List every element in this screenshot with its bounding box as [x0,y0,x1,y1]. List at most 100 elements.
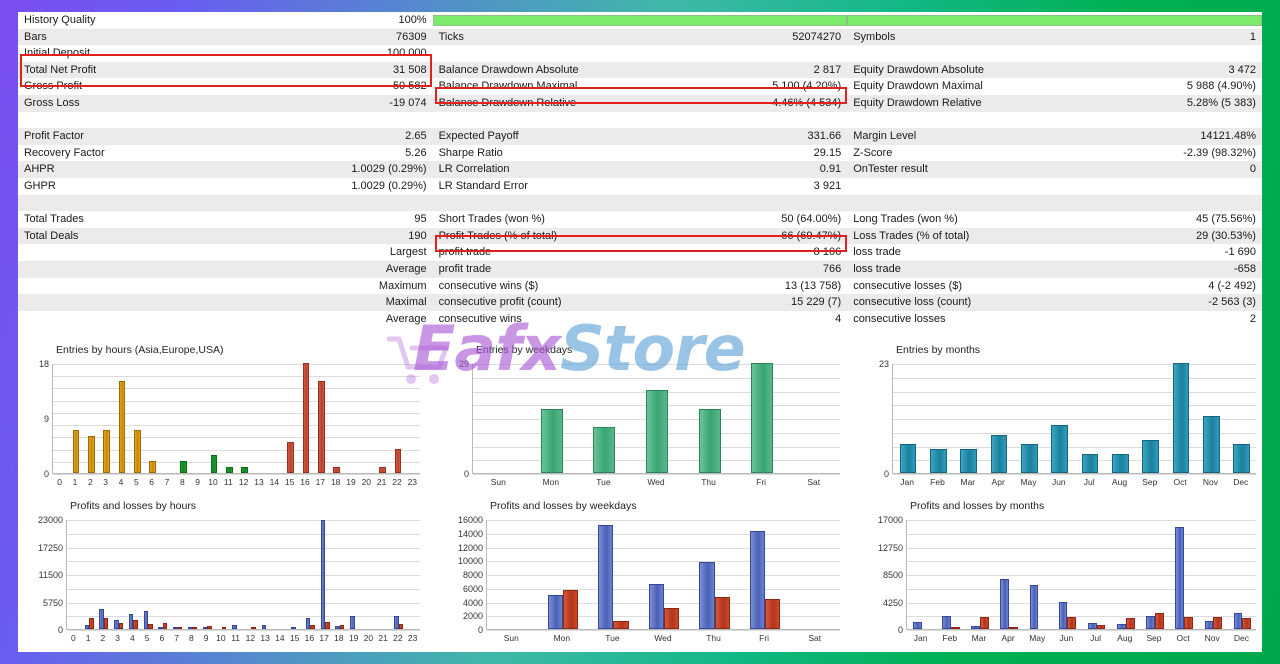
chart-profits-losses-by-hours: Profits and losses by hours 0 5750 11500 172… [26,498,426,650]
x-axis-tick: 4 [130,633,135,643]
row-value: Average [385,312,427,325]
chart-entries-by-hours: Entries by hours (Asia,Europe,USA) 0 9 18 0 1… [26,342,426,494]
row-value: 8 106 [813,246,842,259]
table-cell: consecutive loss (count) -2 563 (3) [847,294,1262,311]
bar [310,624,315,629]
x-axis-tick: Apr [1001,633,1015,643]
row-value: Average [385,262,427,275]
bar [143,610,149,629]
row-label: GHPR [24,179,56,192]
table-cell: Equity Drawdown Maximal 5 988 (4.90%) [847,78,1262,95]
gridline [473,474,840,475]
gridline [487,533,840,535]
row-label: consecutive wins ($) [438,279,539,292]
gridline [67,520,420,521]
gridline [53,461,420,463]
row-value: 5 988 (4.90%) [1186,80,1256,93]
bar [177,627,183,629]
bar [645,389,669,473]
bar [84,624,90,629]
bar [118,622,124,629]
bar [1021,444,1038,473]
x-axis-tick: Jun [1051,477,1066,487]
x-axis-tick: Mon [542,477,560,487]
bar [394,448,402,473]
gridline [893,405,1256,407]
bar [1125,618,1135,629]
y-axis-tick: 0 [883,469,889,479]
row-value: Maximum [378,279,427,292]
row-value: -2.39 (98.32%) [1183,146,1256,159]
table-cell: Gross Loss -19 074 [18,95,433,112]
row-label: LR Correlation [438,163,510,176]
bar [333,466,341,473]
bar [1096,625,1106,629]
row-label: Symbols [853,30,896,43]
row-label: Total Net Profit [24,63,97,76]
table-cell: Total Deals 190 [18,228,433,245]
row-label: Balance Drawdown Maximal [438,80,578,93]
row-value: 13 (13 758) [784,279,842,292]
table-row: History Quality 100% [18,12,1262,29]
bar [1172,363,1190,473]
bar [1233,444,1251,473]
bar [749,530,766,629]
statistics-table: History Quality 100% Bars 76309 Ticks 52074… [18,12,1262,327]
row-value: 2.65 [405,130,427,143]
gridline [67,588,420,590]
y-axis-tick: 6000 [462,583,483,594]
chart-title: Profits and losses by hours [70,500,197,512]
row-value: 95 [414,213,427,226]
row-value: 50 (64.00%) [781,213,842,226]
bar [133,619,138,629]
bar [930,449,947,473]
plot-area [66,520,420,631]
bar [232,624,237,629]
bar [261,625,267,629]
chart-title: Entries by weekdays [476,344,573,356]
x-axis-tick: 1 [72,477,78,487]
x-axis-tick: Sun [503,633,519,643]
row-value: 15 229 (7) [791,296,842,309]
x-axis-tick: 7 [164,477,170,487]
gridline [53,400,420,402]
x-axis-tick: Sat [808,633,822,643]
row-label: Long Trades (won %) [853,213,958,226]
x-axis-tick: 18 [334,633,344,643]
bar [320,520,326,629]
x-axis-tick: 10 [216,633,226,643]
bar [221,626,227,629]
bar [148,623,153,629]
y-axis-tick: 0 [897,625,903,635]
bar [714,596,730,629]
y-axis-tick: 16000 [457,515,483,525]
table-cell [18,195,433,212]
progress-segment [847,14,1262,26]
table-cell: Sharpe Ratio 29.15 [433,145,848,162]
bar [149,460,157,473]
row-label: Initial Deposit [24,47,91,60]
x-axis-tick: Mar [960,477,976,487]
y-axis-tick: 0 [463,469,469,479]
shopping-cart-icon [386,336,449,384]
table-cell: Symbols 1 [847,29,1262,46]
gridline [67,602,420,604]
table-cell: Profit Factor 2.65 [18,128,433,145]
gridline [907,533,1256,535]
table-cell: consecutive losses 2 [847,311,1262,328]
table-cell: Maximum [18,278,433,295]
bar [1117,623,1126,629]
x-axis-tick: 8 [189,633,194,643]
x-axis-tick: Fri [756,477,767,487]
row-value: 29 (30.53%) [1196,229,1256,242]
x-axis-tick: Oct [1176,633,1190,643]
bar [899,444,917,473]
table-cell: consecutive wins 4 [433,311,848,328]
row-value: Maximal [385,296,427,309]
gridline [487,630,840,631]
table-cell: OnTester result 0 [847,161,1262,178]
bar [751,363,774,473]
y-axis-tick: 11500 [38,570,63,580]
x-axis-tick: 1 [85,633,91,643]
chart-title: Entries by months [896,344,981,356]
